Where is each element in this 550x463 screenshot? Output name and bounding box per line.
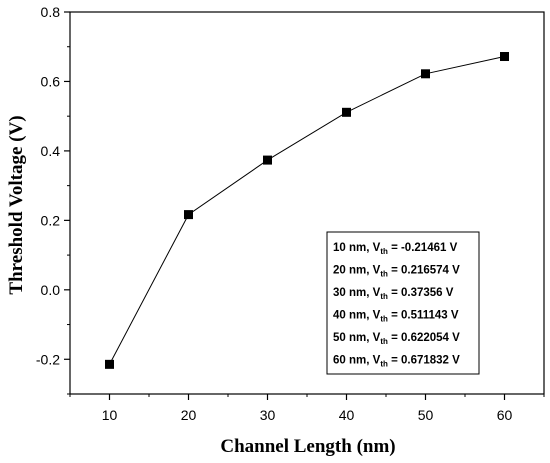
x-tick-label: 20: [181, 407, 197, 423]
y-tick-label: 0.8: [41, 4, 61, 20]
y-axis-ticks: -0.2 0.0 0.2 0.4 0.6 0.8: [36, 4, 70, 395]
y-tick-label: 0.2: [41, 212, 61, 228]
series-line: [109, 56, 505, 365]
data-point: [105, 359, 114, 369]
annotation-row: 20 nm, Vth = 0.216574 V: [333, 265, 460, 279]
x-axis-ticks: 10 20 30 40 50 60: [69, 394, 545, 423]
y-tick-label: 0.6: [41, 73, 61, 89]
y-axis-title: Threshold Voltage (V): [6, 115, 27, 294]
data-point: [342, 107, 351, 117]
annotation-row: 50 nm, Vth = 0.622054 V: [333, 332, 460, 346]
data-point: [263, 155, 272, 165]
y-tick-label: 0.4: [41, 143, 61, 159]
annotation-box: 10 nm, Vth = -0.21461 V 20 nm, Vth = 0.21…: [326, 231, 480, 375]
data-point: [184, 210, 193, 220]
annotation-row: 10 nm, Vth = -0.21461 V: [333, 242, 458, 256]
y-tick-label: -0.2: [36, 351, 60, 367]
annotation-row: 40 nm, Vth = 0.511143 V: [333, 310, 459, 324]
annotation-row: 30 nm, Vth = 0.37356 V: [333, 287, 454, 301]
x-tick-label: 60: [497, 407, 513, 423]
annotation-row: 60 nm, Vth = 0.671832 V: [333, 355, 460, 369]
x-tick-label: 50: [418, 407, 434, 423]
annotation-frame: [326, 231, 480, 375]
x-tick-label: 30: [260, 407, 276, 423]
x-axis-title: Channel Length (nm): [220, 436, 395, 457]
data-point: [421, 69, 430, 79]
x-tick-label: 40: [339, 407, 355, 423]
data-point: [500, 52, 509, 62]
y-tick-label: 0.0: [41, 282, 61, 298]
x-tick-label: 10: [102, 407, 118, 423]
data-series: [105, 52, 509, 369]
